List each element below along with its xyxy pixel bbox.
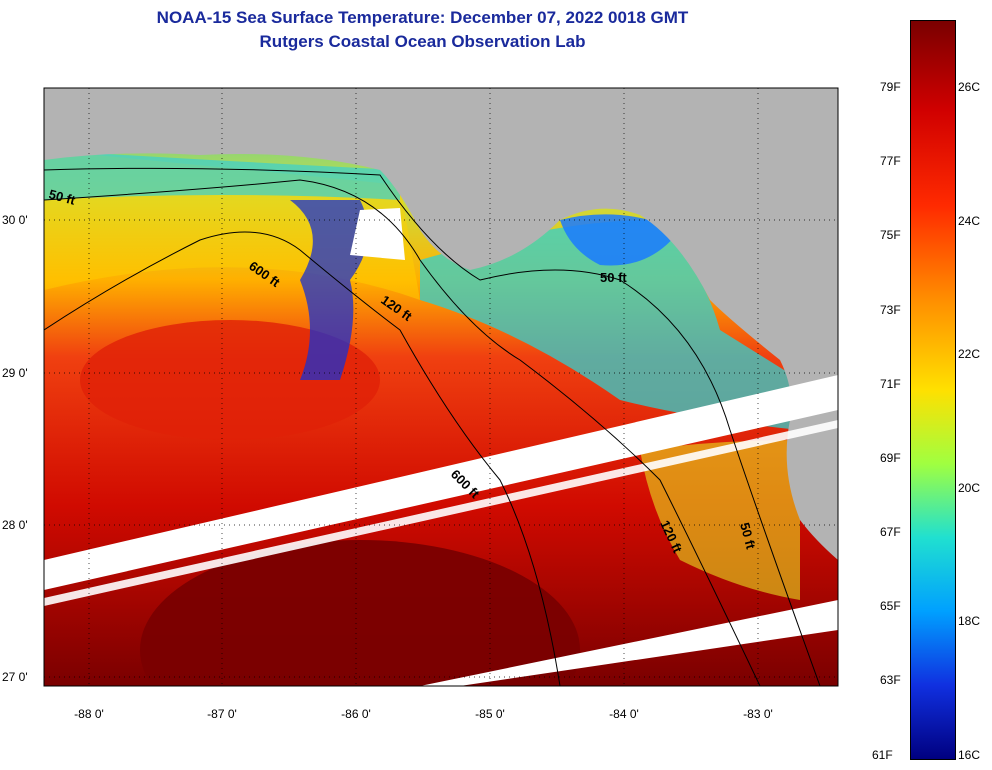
swath-gap <box>420 600 838 686</box>
depth-label: 50 ft <box>600 270 627 285</box>
cold-bay <box>560 214 680 266</box>
lat-tick: 30 0' <box>2 213 28 227</box>
shelf-band-south <box>640 440 800 600</box>
map-title: NOAA-15 Sea Surface Temperature: Decembe… <box>156 8 689 27</box>
longitude-tick-labels: -88 0' -87 0' -86 0' -85 0' -84 0' -83 0… <box>74 707 773 721</box>
lat-tick: 27 0' <box>2 670 28 684</box>
colorbar-f-label: 75F <box>880 228 901 242</box>
depth-label: 50 ft <box>47 186 77 208</box>
colorbar-f-label: 79F <box>880 80 901 94</box>
lon-tick: -87 0' <box>207 707 237 721</box>
colorbar-f-label: 61F <box>872 748 893 762</box>
land-mass <box>44 88 838 560</box>
colorbar-f-label: 67F <box>880 525 901 539</box>
colorbar-f-label: 71F <box>880 377 901 391</box>
colorbar-c-label: 18C <box>958 614 981 628</box>
swath-gap <box>44 420 838 606</box>
latitude-tick-labels: 30 0' 29 0' 28 0' 27 0' <box>2 213 28 684</box>
depth-label: 50 ft <box>737 521 759 551</box>
colorbar-f-label: 63F <box>880 673 901 687</box>
map-frame <box>43 87 839 687</box>
colorbar-c-label: 22C <box>958 347 981 361</box>
map-plot-area <box>44 88 838 686</box>
lon-tick: -83 0' <box>743 707 773 721</box>
colorbar-f-label: 73F <box>880 303 901 317</box>
warm-eddy <box>80 320 380 440</box>
nearshore-band-east <box>420 220 800 430</box>
lon-tick: -84 0' <box>609 707 639 721</box>
lon-tick: -85 0' <box>475 707 505 721</box>
contour-600ft <box>44 231 561 686</box>
colorbar-c-label: 16C <box>958 748 981 762</box>
warm-core <box>140 540 580 686</box>
lon-tick: -86 0' <box>341 707 371 721</box>
colorbar-f-label: 65F <box>880 599 901 613</box>
colorbar-c-label: 20C <box>958 481 981 495</box>
cold-filament <box>290 200 368 380</box>
lon-tick: -88 0' <box>74 707 104 721</box>
cloud-mask <box>350 208 405 260</box>
map-subtitle: Rutgers Coastal Ocean Observation Lab <box>259 32 586 51</box>
lat-tick: 28 0' <box>2 518 28 532</box>
lat-tick: 29 0' <box>2 366 28 380</box>
temperature-colorbar <box>910 20 956 760</box>
nearshore-band-north <box>44 150 400 200</box>
colorbar-f-label: 69F <box>880 451 901 465</box>
colorbar-f-label: 77F <box>880 154 901 168</box>
sst-map: 50 ft 600 ft 120 ft 50 ft 600 ft 120 ft … <box>2 87 839 721</box>
swath-gap <box>44 375 838 590</box>
contour-50ft <box>44 167 821 686</box>
colorbar-c-label: 24C <box>958 214 981 228</box>
colorbar-c-label: 26C <box>958 80 981 94</box>
contour-120ft <box>44 179 761 686</box>
